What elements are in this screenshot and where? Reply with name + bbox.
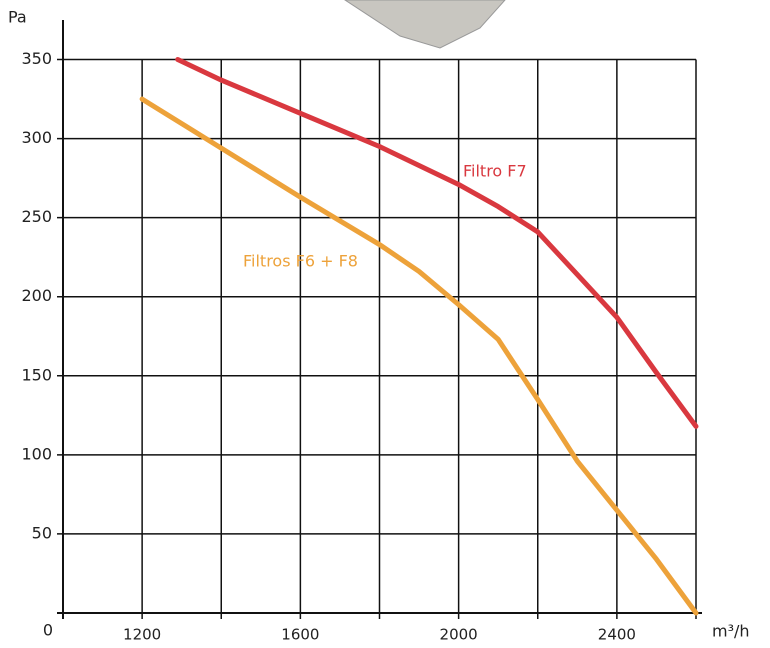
- y-tick-label: 50: [32, 523, 52, 542]
- series-label: Filtros F6 + F8: [243, 252, 358, 271]
- series-label: Filtro F7: [463, 162, 527, 181]
- x-tick-label: 2400: [598, 626, 636, 644]
- x-tick-label: 1600: [281, 626, 319, 644]
- series-line: [175, 57, 699, 429]
- y-tick-label: 300: [21, 128, 52, 147]
- x-axis-label: m³/h: [712, 622, 750, 641]
- y-tick-label: 150: [21, 365, 52, 384]
- y-tick-label: 350: [21, 49, 52, 68]
- y-tick-label: 100: [21, 444, 52, 463]
- x-tick-label: 1200: [123, 626, 161, 644]
- product-image: [344, 0, 506, 49]
- x-tick-label: 2000: [440, 626, 478, 644]
- series-line: [139, 96, 699, 616]
- y-tick-label: 0: [43, 621, 53, 640]
- y-tick-label: 250: [21, 207, 52, 226]
- y-tick-label: 200: [21, 286, 52, 305]
- y-axis-label: Pa: [8, 8, 27, 27]
